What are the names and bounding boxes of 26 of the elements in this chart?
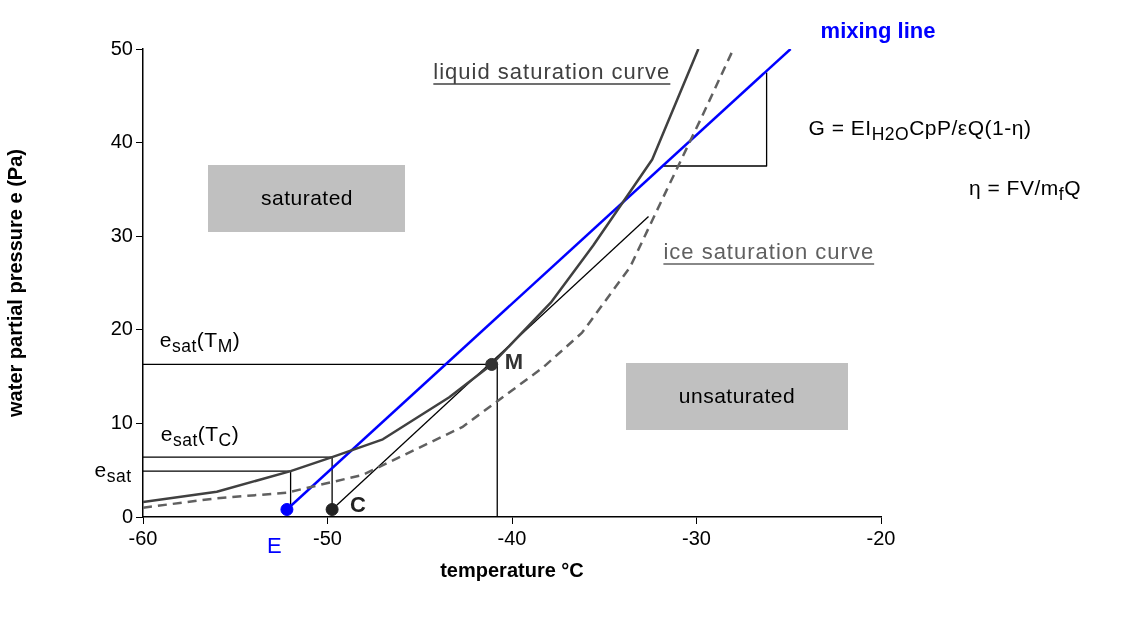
y-axis-title: water partial pressure e (Pa) (3, 149, 26, 418)
y-tick-label: 20 (110, 317, 133, 340)
x-tick-label: -50 (313, 526, 342, 549)
annotation: e$_{sat}$(T$_{M}$) (159, 327, 241, 357)
annotation: G = EI$_{H2O}$CpP/εQ(1-η) (808, 115, 1032, 145)
text: e$_{sat}$ (94, 457, 132, 487)
series-label: liquid saturation curve (433, 59, 671, 84)
x-tick-label: -30 (682, 526, 711, 549)
text: η = FV/m$_{f}$Q (969, 175, 1081, 205)
annotation: e$_{sat}$(T$_{C}$) (160, 421, 240, 451)
x-tick-label: -60 (128, 526, 158, 549)
series-label: M (504, 349, 524, 375)
x-tick-label: -20 (866, 526, 896, 549)
series-label: mixing line (820, 18, 936, 43)
x-axis-title: temperature °C (440, 558, 584, 581)
y-tick-label: 40 (110, 130, 133, 153)
annotation: saturated (260, 186, 354, 210)
series-label: E (267, 532, 283, 558)
annotation: unsaturated (678, 384, 796, 408)
y-tick-label: 30 (110, 223, 133, 246)
series-label: C (350, 491, 367, 517)
y-tick-label: 50 (110, 36, 133, 59)
series-label: ice saturation curve (663, 239, 875, 264)
x-tick-label: -40 (497, 526, 527, 549)
y-tick-label: 10 (110, 410, 133, 433)
y-tick-label: 0 (121, 504, 133, 527)
